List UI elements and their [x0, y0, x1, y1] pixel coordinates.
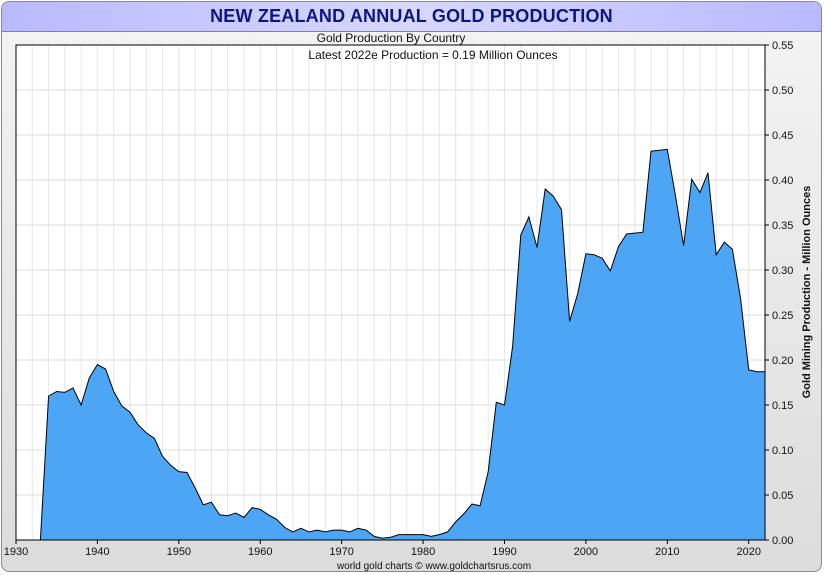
y-tick-label: 0.10 [772, 445, 793, 457]
subtitle-latest: Latest 2022e Production = 0.19 Million O… [308, 48, 557, 62]
x-tick-label: 1960 [248, 546, 272, 558]
x-tick-label: 1970 [329, 546, 353, 558]
y-axis: 0.00 0.05 0.10 0.15 0.20 0.25 0.30 0.35 0.40 0.45… [765, 40, 793, 547]
x-tick-label: 1930 [4, 546, 28, 558]
y-tick-label: 0.50 [772, 85, 793, 97]
subtitle: Gold Production By Country [317, 31, 466, 45]
x-tick-label: 2010 [655, 546, 679, 558]
y-tick-label: 0.00 [772, 535, 793, 547]
y-tick-label: 0.05 [772, 490, 793, 502]
y-tick-label: 0.35 [772, 220, 793, 232]
production-area [40, 149, 765, 540]
x-tick-label: 1950 [167, 546, 191, 558]
x-axis: 1930 1940 1950 1960 1970 1980 1990 2000 2010 2020 [4, 540, 761, 558]
y-axis-label: Gold Mining Production - Million Ounces [801, 186, 813, 399]
y-tick-label: 0.25 [772, 310, 793, 322]
chart-title: NEW ZEALAND ANNUAL GOLD PRODUCTION [2, 2, 821, 32]
y-tick-label: 0.40 [772, 175, 793, 187]
plot-border [15, 44, 766, 541]
y-tick-label: 0.20 [772, 355, 793, 367]
x-tick-label: 1980 [411, 546, 435, 558]
y-tick-label: 0.55 [772, 40, 793, 52]
x-tick-label: 2020 [736, 546, 760, 558]
x-tick-label: 1990 [492, 546, 516, 558]
y-tick-label: 0.15 [772, 400, 793, 412]
x-tick-label: 2000 [574, 546, 598, 558]
y-tick-label: 0.30 [772, 265, 793, 277]
x-tick-label: 1940 [85, 546, 109, 558]
y-tick-label: 0.45 [772, 130, 793, 142]
footer-credit: world gold charts © www.goldchartsrus.co… [336, 561, 531, 572]
production-line [39, 148, 765, 541]
